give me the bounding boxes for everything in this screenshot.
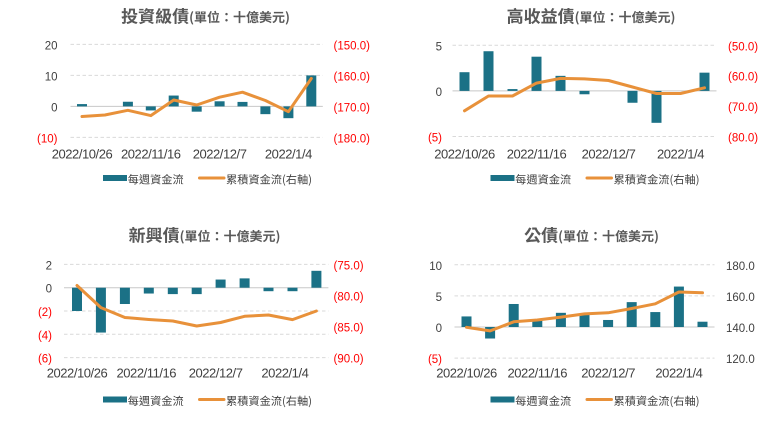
svg-text:2022/11/16: 2022/11/16 — [507, 147, 567, 162]
svg-text:10: 10 — [429, 261, 442, 273]
svg-text:2: 2 — [46, 260, 52, 272]
svg-text:(85.0): (85.0) — [334, 323, 364, 335]
svg-text:(75.0): (75.0) — [334, 260, 364, 272]
svg-text:(5): (5) — [428, 354, 442, 366]
svg-text:2022/1/4: 2022/1/4 — [261, 366, 308, 381]
svg-text:2022/11/16: 2022/11/16 — [507, 366, 567, 381]
svg-text:5: 5 — [436, 41, 442, 53]
svg-text:(90.0): (90.0) — [334, 354, 364, 366]
svg-text:2022/12/7: 2022/12/7 — [581, 366, 635, 381]
svg-text:180.0: 180.0 — [726, 261, 755, 273]
svg-text:(70.0): (70.0) — [728, 102, 758, 114]
svg-text:(50.0): (50.0) — [728, 41, 758, 53]
svg-text:2022/12/7: 2022/12/7 — [193, 147, 247, 162]
svg-text:(4): (4) — [38, 330, 52, 342]
svg-text:2022/12/7: 2022/12/7 — [189, 366, 243, 381]
svg-text:2022/1/4: 2022/1/4 — [657, 147, 704, 162]
svg-text:0: 0 — [436, 87, 442, 99]
svg-text:(170.0): (170.0) — [334, 102, 371, 114]
svg-text:2022/10/26: 2022/10/26 — [47, 366, 108, 381]
svg-text:(180.0): (180.0) — [334, 133, 371, 145]
svg-text:(5): (5) — [428, 133, 442, 145]
svg-text:2022/12/7: 2022/12/7 — [582, 147, 636, 162]
svg-text:0: 0 — [436, 323, 442, 335]
svg-text:5: 5 — [436, 292, 442, 304]
svg-text:140.0: 140.0 — [726, 323, 755, 335]
svg-text:2022/1/4: 2022/1/4 — [655, 366, 702, 381]
svg-text:160.0: 160.0 — [726, 292, 755, 304]
svg-text:(150.0): (150.0) — [334, 40, 371, 52]
svg-text:10: 10 — [45, 71, 58, 83]
svg-text:2022/11/16: 2022/11/16 — [116, 366, 176, 381]
svg-text:(60.0): (60.0) — [728, 72, 758, 84]
svg-text:20: 20 — [45, 40, 58, 52]
svg-text:2022/10/26: 2022/10/26 — [436, 366, 497, 381]
svg-text:120.0: 120.0 — [726, 354, 755, 366]
svg-text:0: 0 — [46, 284, 52, 296]
svg-text:0: 0 — [51, 102, 57, 114]
svg-text:2022/11/16: 2022/11/16 — [121, 147, 181, 162]
svg-text:2022/1/4: 2022/1/4 — [265, 147, 312, 162]
svg-text:(10): (10) — [37, 133, 58, 145]
svg-text:(80.0): (80.0) — [334, 292, 364, 304]
svg-text:(80.0): (80.0) — [728, 133, 758, 145]
svg-text:(2): (2) — [38, 307, 52, 319]
svg-text:2022/10/26: 2022/10/26 — [434, 147, 495, 162]
svg-text:2022/10/26: 2022/10/26 — [52, 147, 113, 162]
svg-text:(6): (6) — [38, 354, 52, 366]
svg-text:(160.0): (160.0) — [334, 71, 371, 83]
